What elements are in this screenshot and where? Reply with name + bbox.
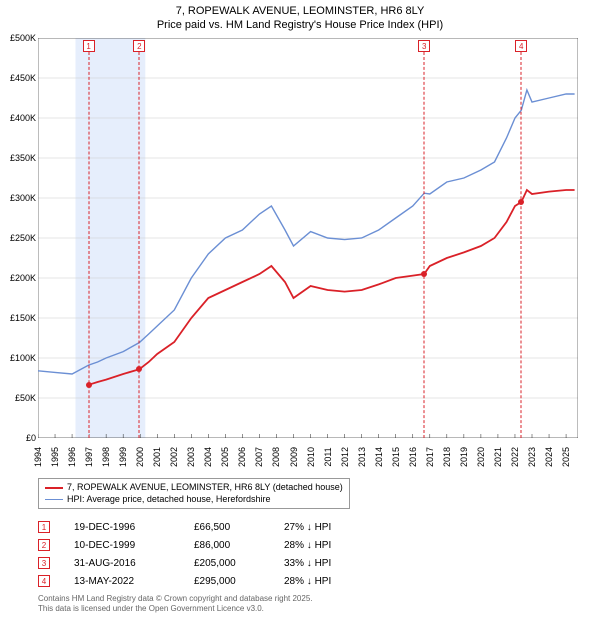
- y-tick-label: £350K: [10, 153, 38, 163]
- y-tick-label: £250K: [10, 233, 38, 243]
- sale-marker-box: 1: [83, 40, 95, 52]
- sale-price: £295,000: [194, 576, 284, 587]
- y-tick-label: £200K: [10, 273, 38, 283]
- x-tick-label: 2025: [561, 447, 571, 467]
- sale-row: 1 19-DEC-1996£66,50027% ↓ HPI: [38, 518, 374, 536]
- x-tick-label: 2012: [340, 447, 350, 467]
- sale-delta: 28% ↓ HPI: [284, 540, 374, 551]
- x-tick-label: 2022: [510, 447, 520, 467]
- sale-dot: [421, 271, 427, 277]
- marker-line: [88, 52, 89, 438]
- y-tick-label: £500K: [10, 33, 38, 43]
- sale-date: 31-AUG-2016: [74, 558, 194, 569]
- y-tick-label: £450K: [10, 73, 38, 83]
- y-tick-label: £400K: [10, 113, 38, 123]
- sale-marker-box: 4: [515, 40, 527, 52]
- legend-swatch: [45, 499, 63, 501]
- sale-date: 19-DEC-1996: [74, 522, 194, 533]
- x-tick-label: 2002: [169, 447, 179, 467]
- title-line2: Price paid vs. HM Land Registry's House …: [0, 18, 600, 32]
- x-tick-label: 2021: [493, 447, 503, 467]
- x-tick-label: 2009: [289, 447, 299, 467]
- x-tick-label: 2016: [408, 447, 418, 467]
- x-tick-label: 2006: [237, 447, 247, 467]
- x-tick-label: 2024: [544, 447, 554, 467]
- legend-item: HPI: Average price, detached house, Here…: [45, 494, 343, 506]
- sale-delta: 27% ↓ HPI: [284, 522, 374, 533]
- x-tick-label: 2005: [220, 447, 230, 467]
- sale-dot: [86, 382, 92, 388]
- legend-item: 7, ROPEWALK AVENUE, LEOMINSTER, HR6 8LY …: [45, 482, 343, 494]
- x-tick-label: 1996: [67, 447, 77, 467]
- x-tick-label: 2018: [442, 447, 452, 467]
- legend-swatch: [45, 487, 63, 489]
- x-tick-label: 2013: [357, 447, 367, 467]
- sales-table: 1 19-DEC-1996£66,50027% ↓ HPI 2 10-DEC-1999…: [38, 518, 374, 590]
- x-tick-label: 2020: [476, 447, 486, 467]
- x-tick-label: 2007: [254, 447, 264, 467]
- title-line1: 7, ROPEWALK AVENUE, LEOMINSTER, HR6 8LY: [0, 4, 600, 18]
- legend-label: 7, ROPEWALK AVENUE, LEOMINSTER, HR6 8LY …: [67, 482, 343, 494]
- chart-area: £0£50K£100K£150K£200K£250K£300K£350K£400…: [38, 38, 578, 438]
- sale-dot: [136, 366, 142, 372]
- sale-row: 4 13-MAY-2022£295,00028% ↓ HPI: [38, 572, 374, 590]
- sale-price: £66,500: [194, 522, 284, 533]
- x-tick-label: 2019: [459, 447, 469, 467]
- x-tick-label: 2014: [374, 447, 384, 467]
- attribution: Contains HM Land Registry data © Crown c…: [38, 594, 313, 613]
- attribution-line1: Contains HM Land Registry data © Crown c…: [38, 594, 313, 604]
- x-tick-label: 2000: [135, 447, 145, 467]
- sale-marker-box: 2: [133, 40, 145, 52]
- sale-row: 3 31-AUG-2016£205,00033% ↓ HPI: [38, 554, 374, 572]
- x-tick-label: 2004: [203, 447, 213, 467]
- sale-date: 13-MAY-2022: [74, 576, 194, 587]
- x-tick-label: 2010: [306, 447, 316, 467]
- x-tick-label: 2011: [323, 447, 333, 466]
- y-tick-label: £150K: [10, 313, 38, 323]
- sale-row-marker: 3: [38, 557, 50, 569]
- sale-row-marker: 2: [38, 539, 50, 551]
- x-tick-label: 2001: [152, 447, 162, 467]
- sale-price: £86,000: [194, 540, 284, 551]
- marker-line: [424, 52, 425, 438]
- sale-date: 10-DEC-1999: [74, 540, 194, 551]
- x-tick-label: 1997: [84, 447, 94, 467]
- sale-delta: 33% ↓ HPI: [284, 558, 374, 569]
- y-tick-label: £50K: [15, 393, 38, 403]
- x-tick-label: 2015: [391, 447, 401, 467]
- legend: 7, ROPEWALK AVENUE, LEOMINSTER, HR6 8LY …: [38, 478, 350, 509]
- x-tick-label: 1999: [118, 447, 128, 467]
- sale-marker-box: 3: [418, 40, 430, 52]
- x-tick-label: 1994: [33, 447, 43, 467]
- x-tick-label: 2017: [425, 447, 435, 467]
- legend-label: HPI: Average price, detached house, Here…: [67, 494, 270, 506]
- x-tick-label: 2008: [271, 447, 281, 467]
- x-tick-label: 1998: [101, 447, 111, 467]
- y-tick-label: £0: [26, 433, 38, 443]
- sale-dot: [518, 199, 524, 205]
- x-tick-label: 2003: [186, 447, 196, 467]
- sale-price: £205,000: [194, 558, 284, 569]
- chart-title: 7, ROPEWALK AVENUE, LEOMINSTER, HR6 8LY …: [0, 0, 600, 33]
- y-tick-label: £100K: [10, 353, 38, 363]
- sale-delta: 28% ↓ HPI: [284, 576, 374, 587]
- attribution-line2: This data is licensed under the Open Gov…: [38, 604, 313, 614]
- marker-line: [139, 52, 140, 438]
- sale-row: 2 10-DEC-1999£86,00028% ↓ HPI: [38, 536, 374, 554]
- y-tick-label: £300K: [10, 193, 38, 203]
- chart-svg: [38, 38, 578, 438]
- sale-row-marker: 4: [38, 575, 50, 587]
- sale-row-marker: 1: [38, 521, 50, 533]
- marker-line: [521, 52, 522, 438]
- x-tick-label: 1995: [50, 447, 60, 467]
- chart-container: 7, ROPEWALK AVENUE, LEOMINSTER, HR6 8LY …: [0, 0, 600, 620]
- x-tick-label: 2023: [527, 447, 537, 467]
